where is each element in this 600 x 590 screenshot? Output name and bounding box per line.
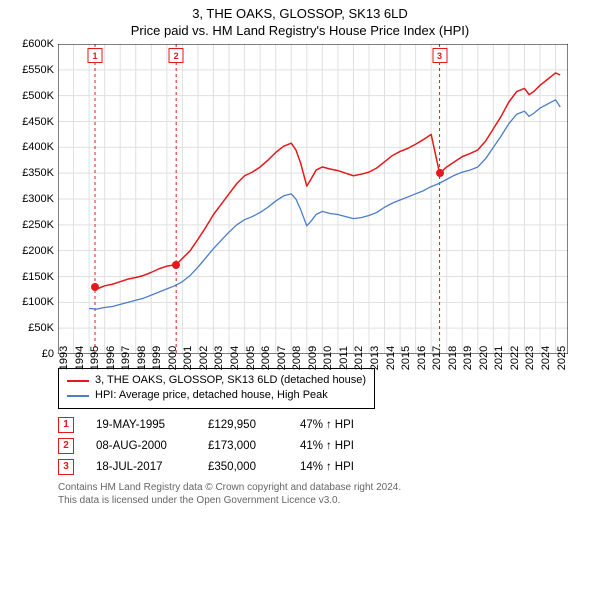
sale-hpi-pct: 41% [300,440,323,452]
xtick-label: 2005 [245,346,257,370]
footer-line-2: This data is licensed under the Open Gov… [58,494,572,507]
sale-hpi-suffix: HPI [335,461,354,473]
xtick-label: 2003 [213,346,225,370]
xtick-label: 2009 [307,346,319,370]
sale-hpi-suffix: HPI [335,419,354,431]
footer: Contains HM Land Registry data © Crown c… [58,481,572,507]
sales-row: 2 08-AUG-2000 £173,000 41%↑HPI [58,438,572,454]
xtick-label: 2001 [182,346,194,370]
sale-badge: 1 [58,417,74,433]
sale-date: 08-AUG-2000 [96,440,186,452]
xtick-label: 2019 [462,346,474,370]
sale-badge: 2 [58,438,74,454]
xtick-label: 2011 [338,346,350,370]
sale-date: 18-JUL-2017 [96,461,186,473]
ytick-label: £200K [22,245,54,257]
sale-date: 19-MAY-1995 [96,419,186,431]
legend-swatch [67,380,89,382]
ytick-label: £350K [22,167,54,179]
xtick-label: 2016 [416,346,428,370]
xtick-label: 2014 [385,346,397,370]
sale-badge: 3 [58,459,74,475]
sale-price: £350,000 [208,461,278,473]
sale-hpi-pct: 14% [300,461,323,473]
chart-marker: 2 [169,48,184,63]
legend: 3, THE OAKS, GLOSSOP, SK13 6LD (detached… [58,368,375,409]
xtick-label: 1998 [136,346,148,370]
xtick-label: 2013 [369,346,381,370]
chart-svg [58,44,568,354]
xtick-label: 2017 [431,346,443,370]
xtick-label: 1994 [74,346,86,370]
sale-hpi: 47%↑HPI [300,419,354,431]
sale-hpi-pct: 47% [300,419,323,431]
xtick-label: 2007 [276,346,288,370]
xtick-label: 1993 [58,346,70,370]
xtick-label: 2018 [447,346,459,370]
xtick-label: 1996 [105,346,117,370]
xtick-label: 2004 [229,346,241,370]
chart: £0£50K£100K£150K£200K£250K£300K£350K£400… [58,44,568,354]
ytick-label: £50K [28,322,54,334]
xtick-label: 2000 [167,346,179,370]
chart-subtitle: Price paid vs. HM Land Registry's House … [8,23,592,38]
legend-item: 3, THE OAKS, GLOSSOP, SK13 6LD (detached… [67,373,366,388]
sale-hpi: 41%↑HPI [300,440,354,452]
legend-item: HPI: Average price, detached house, High… [67,388,366,403]
ytick-label: £400K [22,141,54,153]
ytick-label: £300K [22,193,54,205]
xtick-label: 2022 [509,346,521,370]
sales-row: 1 19-MAY-1995 £129,950 47%↑HPI [58,417,572,433]
series-hpi [89,100,560,309]
xtick-label: 2010 [322,346,334,370]
arrow-up-icon: ↑ [326,419,332,431]
chart-marker: 1 [88,48,103,63]
xtick-label: 2023 [524,346,536,370]
sale-point [436,169,444,177]
sales-table: 119-MAY-1995£129,95047%↑HPI208-AUG-2000£… [58,417,572,475]
ytick-label: £500K [22,90,54,102]
ytick-label: £0 [42,348,54,360]
sales-row: 3 18-JUL-2017 £350,000 14%↑HPI [58,459,572,475]
xtick-label: 1997 [120,346,132,370]
ytick-label: £450K [22,116,54,128]
xtick-label: 2021 [493,346,505,370]
ytick-label: £600K [22,38,54,50]
xtick-label: 2002 [198,346,210,370]
ytick-label: £250K [22,219,54,231]
xtick-label: 2008 [291,346,303,370]
xtick-label: 2015 [400,346,412,370]
sale-point [91,283,99,291]
xtick-label: 2024 [540,346,552,370]
footer-line-1: Contains HM Land Registry data © Crown c… [58,481,572,494]
legend-swatch [67,395,89,397]
series-price_paid [95,73,560,288]
sale-point [172,261,180,269]
xtick-label: 2012 [353,346,365,370]
xtick-label: 1995 [89,346,101,370]
ytick-label: £100K [22,296,54,308]
ytick-label: £550K [22,64,54,76]
xtick-label: 2020 [478,346,490,370]
arrow-up-icon: ↑ [326,440,332,452]
arrow-up-icon: ↑ [326,461,332,473]
xtick-label: 2025 [556,346,568,370]
sale-hpi: 14%↑HPI [300,461,354,473]
ytick-label: £150K [22,271,54,283]
xtick-label: 2006 [260,346,272,370]
legend-label: HPI: Average price, detached house, High… [95,388,328,403]
chart-marker: 3 [432,48,447,63]
chart-title: 3, THE OAKS, GLOSSOP, SK13 6LD [8,6,592,21]
legend-label: 3, THE OAKS, GLOSSOP, SK13 6LD (detached… [95,373,366,388]
xtick-label: 1999 [151,346,163,370]
sale-price: £129,950 [208,419,278,431]
sale-price: £173,000 [208,440,278,452]
root: 3, THE OAKS, GLOSSOP, SK13 6LD Price pai… [0,0,600,590]
sale-hpi-suffix: HPI [335,440,354,452]
